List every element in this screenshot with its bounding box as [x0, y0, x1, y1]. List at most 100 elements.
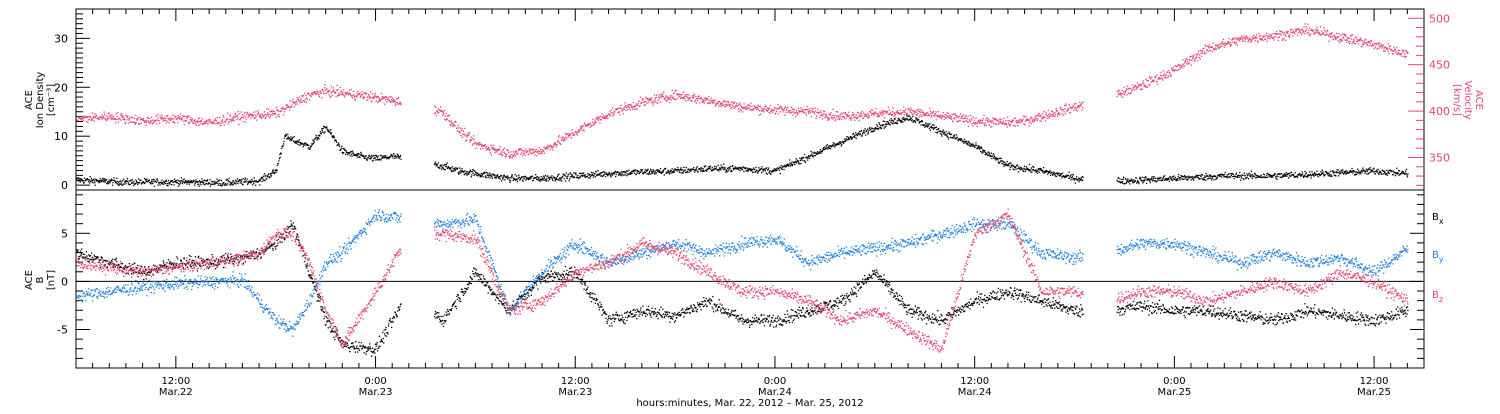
Velocity-point: [636, 103, 637, 104]
Velocity-point: [96, 115, 97, 116]
Velocity-point: [834, 117, 835, 118]
Ion Density-point: [303, 146, 304, 147]
Ion Density-point: [1302, 171, 1303, 172]
Ion Density-point: [809, 158, 810, 159]
Ion Density-point: [151, 181, 152, 182]
Velocity-point: [343, 89, 344, 90]
Velocity-point: [1042, 118, 1043, 119]
Ion Density-point: [241, 183, 242, 184]
Velocity-point: [627, 109, 628, 110]
Velocity-point: [876, 108, 877, 109]
Velocity-point: [1167, 77, 1168, 78]
Velocity-point: [216, 120, 217, 121]
Ion Density-point: [1356, 174, 1357, 175]
Velocity-point: [1036, 120, 1037, 121]
Velocity-point: [297, 103, 298, 104]
Ion Density-point: [852, 137, 853, 138]
Velocity-point: [714, 102, 715, 103]
Velocity-point: [953, 113, 954, 114]
Velocity-point: [124, 119, 125, 120]
Ion Density-point: [540, 180, 541, 181]
Velocity-point: [362, 94, 363, 95]
Velocity-point: [948, 113, 949, 114]
Ion Density-point: [394, 158, 395, 159]
Velocity-point: [964, 121, 965, 122]
Velocity-point: [1053, 115, 1054, 116]
Ion Density-point: [969, 143, 970, 144]
Velocity-point: [224, 124, 225, 125]
Ion Density-point: [1146, 183, 1147, 184]
Ion Density-point: [116, 182, 117, 183]
Ion Density-point: [650, 169, 651, 170]
Ion Density-point: [226, 184, 227, 185]
Velocity-point: [1028, 119, 1029, 120]
Velocity-point: [958, 121, 959, 122]
Ion Density-point: [526, 177, 527, 178]
Ion Density-point: [565, 180, 566, 181]
Velocity-point: [260, 114, 261, 115]
Velocity-point: [99, 119, 100, 120]
Velocity-point: [564, 138, 565, 139]
Velocity-point: [570, 134, 571, 135]
Ion Density-point: [566, 172, 567, 173]
Velocity-point: [335, 92, 336, 93]
Velocity-point: [762, 110, 763, 111]
Ion Density-point: [246, 181, 247, 182]
Velocity-point: [738, 108, 739, 109]
Ion Density-point: [912, 116, 913, 117]
Velocity-point: [694, 94, 695, 95]
Ion Density-point: [441, 165, 442, 166]
Velocity-point: [549, 149, 550, 150]
Ion Density-point: [79, 180, 80, 181]
Velocity-point: [272, 113, 273, 114]
Ion Density-point: [592, 172, 593, 173]
Ion Density-point: [1143, 180, 1144, 181]
Ion Density-point: [990, 156, 991, 157]
Ion Density-point: [1227, 176, 1228, 177]
Velocity-point: [267, 112, 268, 113]
Velocity-point: [876, 113, 877, 114]
Velocity-point: [919, 115, 920, 116]
Ion Density-point: [988, 155, 989, 156]
Velocity-point: [671, 95, 672, 96]
Velocity-point: [614, 111, 615, 112]
Velocity-point: [685, 100, 686, 101]
Velocity-point: [177, 122, 178, 123]
Velocity-point: [113, 116, 114, 117]
Velocity-point: [1053, 114, 1054, 115]
Ion Density-point: [924, 127, 925, 128]
Ion Density-point: [241, 181, 242, 182]
Ion Density-point: [899, 119, 900, 120]
Ion Density-point: [820, 149, 821, 150]
Velocity-point: [442, 115, 443, 116]
Ion Density-point: [909, 116, 910, 117]
Velocity-point: [329, 90, 330, 91]
Velocity-point: [907, 113, 908, 114]
Ion Density-point: [292, 137, 293, 138]
Velocity-point: [143, 118, 144, 119]
Ion Density-point: [1201, 178, 1202, 179]
Velocity-point: [188, 122, 189, 123]
Ion Density-point: [731, 171, 732, 172]
Ion Density-point: [556, 179, 557, 180]
Velocity-point: [183, 121, 184, 122]
Velocity-point: [135, 124, 136, 125]
Velocity-point: [530, 149, 531, 150]
Ion Density-point: [124, 183, 125, 184]
Velocity-point: [506, 156, 507, 157]
Velocity-point: [935, 113, 936, 114]
Velocity-point: [249, 115, 250, 116]
Velocity-point: [291, 106, 292, 107]
Ion Density-point: [1276, 179, 1277, 180]
Velocity-point: [471, 137, 472, 138]
Ion Density-point: [1027, 168, 1028, 169]
Ion Density-point: [1061, 174, 1062, 175]
Velocity-point: [703, 101, 704, 102]
Ion Density-point: [110, 181, 111, 182]
Velocity-point: [264, 114, 265, 115]
Ion Density-point: [590, 177, 591, 178]
Velocity-point: [1063, 111, 1064, 112]
Velocity-point: [516, 150, 517, 151]
Velocity-point: [225, 122, 226, 123]
Ion Density-point: [587, 176, 588, 177]
